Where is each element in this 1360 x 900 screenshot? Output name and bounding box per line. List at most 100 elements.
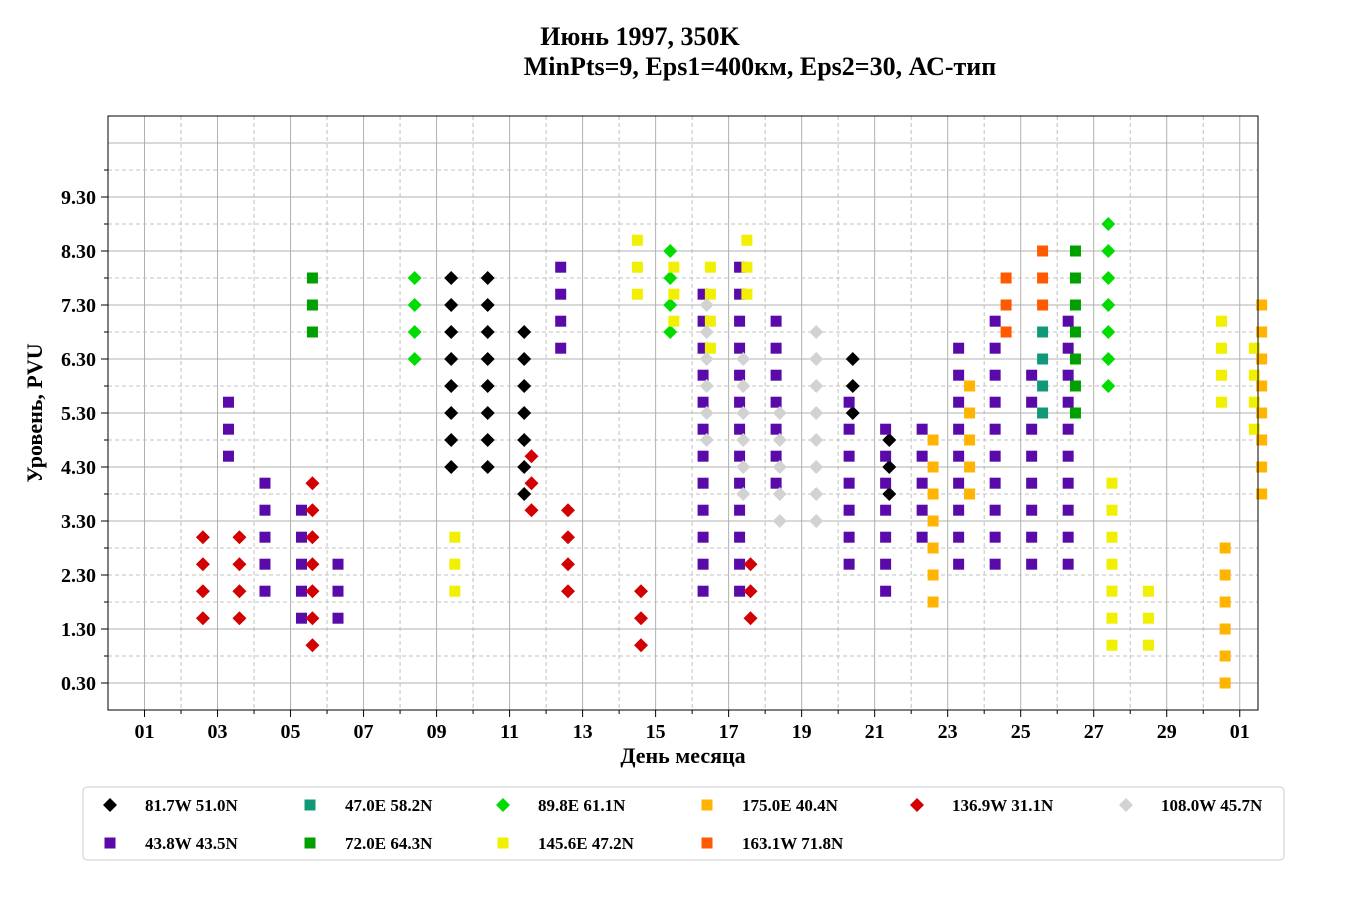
- y-tick-label: 2.30: [61, 565, 96, 587]
- data-point: [1219, 542, 1231, 554]
- data-point: [1069, 380, 1081, 392]
- data-point: [953, 423, 965, 435]
- x-tick-label: 25: [1011, 721, 1031, 743]
- data-point: [734, 477, 746, 489]
- data-point: [697, 423, 709, 435]
- data-point: [697, 531, 709, 543]
- data-point: [927, 434, 939, 446]
- data-point: [1062, 477, 1074, 489]
- data-point: [634, 584, 649, 599]
- data-point: [524, 476, 539, 491]
- y-tick-label: 5.30: [61, 403, 96, 425]
- data-point: [663, 325, 678, 339]
- data-point: [843, 531, 855, 543]
- y-tick-label: 7.30: [61, 295, 96, 317]
- data-point: [882, 460, 897, 474]
- data-point: [964, 407, 976, 419]
- data-point: [916, 531, 928, 543]
- data-point: [770, 342, 782, 354]
- data-point: [1101, 271, 1116, 285]
- data-point: [1256, 326, 1268, 338]
- data-point: [772, 487, 787, 501]
- data-point: [736, 460, 751, 474]
- data-point: [770, 396, 782, 408]
- data-point: [770, 369, 782, 381]
- data-point: [989, 396, 1001, 408]
- data-point: [734, 396, 746, 408]
- data-point: [927, 542, 939, 554]
- x-tick-label: 07: [354, 721, 374, 743]
- legend-label: 145.6E 47.2N: [538, 834, 635, 853]
- data-point: [449, 531, 461, 543]
- data-point: [332, 585, 344, 597]
- data-point: [259, 531, 271, 543]
- data-point: [1248, 423, 1260, 435]
- data-point: [668, 315, 680, 327]
- data-point: [1256, 461, 1268, 473]
- data-point: [1026, 450, 1038, 462]
- data-point: [1026, 477, 1038, 489]
- data-point: [704, 261, 716, 273]
- data-point: [989, 477, 1001, 489]
- data-point: [697, 369, 709, 381]
- data-point: [964, 380, 976, 392]
- data-point: [697, 477, 709, 489]
- legend-marker: [701, 799, 713, 811]
- data-point: [663, 244, 678, 258]
- legend-marker: [103, 798, 117, 812]
- legend-label: 72.0E 64.3N: [345, 834, 433, 853]
- data-point: [305, 557, 320, 572]
- data-point: [232, 584, 247, 599]
- data-point: [631, 288, 643, 300]
- y-tick-label: 4.30: [61, 457, 96, 479]
- data-point: [332, 558, 344, 570]
- data-point: [916, 450, 928, 462]
- data-point: [561, 530, 575, 545]
- data-point: [1069, 326, 1081, 338]
- data-point: [1106, 504, 1118, 516]
- data-point: [1069, 407, 1081, 419]
- data-point: [772, 406, 787, 420]
- data-point: [232, 557, 247, 572]
- data-point: [734, 342, 746, 354]
- y-axis-ticks: 0.30 1.30 2.30 3.30 4.30 5.30 6.30 7.30 8.30 9.30: [61, 169, 108, 695]
- data-point: [953, 504, 965, 516]
- data-point: [444, 406, 459, 420]
- data-point: [1256, 353, 1268, 365]
- data-point: [704, 288, 716, 300]
- data-point: [741, 288, 753, 300]
- data-point: [964, 434, 976, 446]
- data-point: [1026, 423, 1038, 435]
- data-point: [634, 611, 649, 626]
- data-point: [743, 611, 758, 626]
- data-point: [306, 299, 318, 311]
- chart-subtitle: MinPts=9, Eps1=400км, Eps2=30, АС-тип: [523, 52, 997, 81]
- data-point: [663, 271, 678, 285]
- data-point: [1142, 585, 1154, 597]
- data-point: [305, 611, 320, 626]
- data-point: [843, 477, 855, 489]
- data-point: [697, 450, 709, 462]
- data-points: [195, 217, 1268, 689]
- data-point: [305, 584, 320, 599]
- x-tick-label: 29: [1157, 721, 1177, 743]
- data-point: [1062, 315, 1074, 327]
- data-point: [953, 531, 965, 543]
- data-point: [927, 488, 939, 500]
- data-point: [1062, 369, 1074, 381]
- data-point: [555, 261, 567, 273]
- x-tick-label: 13: [573, 721, 593, 743]
- data-point: [517, 325, 532, 339]
- data-point: [989, 315, 1001, 327]
- grid: [108, 116, 1258, 710]
- data-point: [699, 325, 714, 339]
- data-point: [259, 477, 271, 489]
- data-point: [305, 530, 320, 545]
- data-point: [444, 433, 459, 447]
- data-point: [697, 558, 709, 570]
- data-point: [704, 315, 716, 327]
- data-point: [704, 342, 716, 354]
- data-point: [1062, 342, 1074, 354]
- legend-box: [82, 786, 1285, 861]
- data-point: [295, 585, 307, 597]
